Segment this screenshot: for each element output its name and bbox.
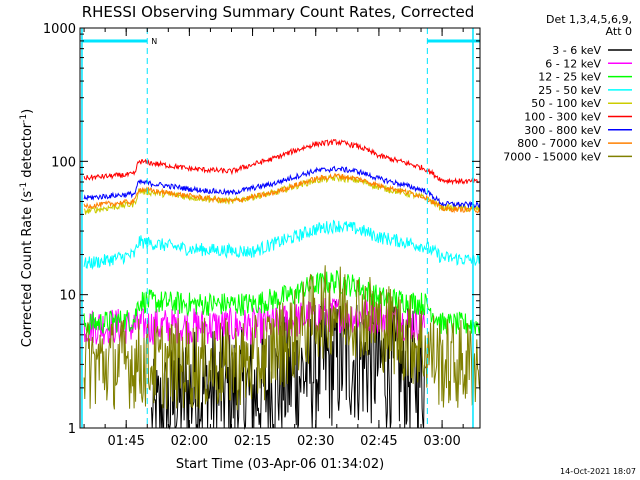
series-line-2 bbox=[83, 296, 425, 345]
series-line-8 bbox=[83, 172, 481, 214]
y-tick-label-2: 10 bbox=[59, 289, 76, 304]
night-marker-label: N bbox=[151, 37, 157, 46]
legend-label-4: 25 - 50 keV bbox=[538, 84, 601, 97]
y-tick-label-1: 1 bbox=[68, 422, 76, 437]
timestamp: 14-Oct-2021 18:07 bbox=[560, 467, 636, 476]
series-line-6 bbox=[83, 138, 480, 186]
legend-label-2: 6 - 12 keV bbox=[545, 57, 601, 70]
axis-layer: 01:45 02:00 02:15 02:30 02:45 03:00 1 10 100 1000 bbox=[43, 22, 480, 449]
legend-label-3: 12 - 25 keV bbox=[538, 71, 601, 84]
legend-label-6: 100 - 300 keV bbox=[524, 111, 601, 124]
y-tick-label-4: 1000 bbox=[43, 22, 76, 37]
legend-label-1: 3 - 6 keV bbox=[552, 44, 601, 57]
series-layer bbox=[83, 138, 481, 430]
x-tick-label-1: 01:45 bbox=[107, 434, 144, 449]
y-axis-label: Corrected Count Rate (s-1 detector-1) bbox=[19, 109, 35, 347]
series-line-5 bbox=[83, 174, 481, 215]
legend-label-5: 50 - 100 keV bbox=[531, 97, 601, 110]
y-tick-label-3: 100 bbox=[51, 155, 76, 170]
series-line-1 bbox=[151, 296, 426, 430]
series-line-7 bbox=[83, 165, 481, 209]
x-tick-label-4: 02:30 bbox=[297, 434, 334, 449]
series-line-3 bbox=[83, 270, 481, 336]
x-tick-label-5: 02:45 bbox=[360, 434, 397, 449]
series-line-9 bbox=[83, 265, 481, 411]
x-tick-label-3: 02:15 bbox=[234, 434, 271, 449]
x-tick-label-2: 02:00 bbox=[171, 434, 208, 449]
series-line-4 bbox=[83, 219, 481, 271]
legend-label-9: 7000 - 15000 keV bbox=[503, 150, 601, 163]
plot-frame bbox=[79, 27, 481, 429]
legend-label-7: 300 - 800 keV bbox=[524, 124, 601, 137]
chart-title: RHESSI Observing Summary Count Rates, Co… bbox=[82, 3, 475, 21]
legend-header-2: Att 0 bbox=[606, 25, 632, 38]
x-tick-label-6: 03:00 bbox=[423, 434, 460, 449]
legend-label-8: 800 - 7000 keV bbox=[517, 137, 601, 150]
x-axis-label: Start Time (03-Apr-06 01:34:02) bbox=[176, 457, 384, 472]
legend-header-1: Det 1,3,4,5,6,9, bbox=[546, 13, 632, 26]
